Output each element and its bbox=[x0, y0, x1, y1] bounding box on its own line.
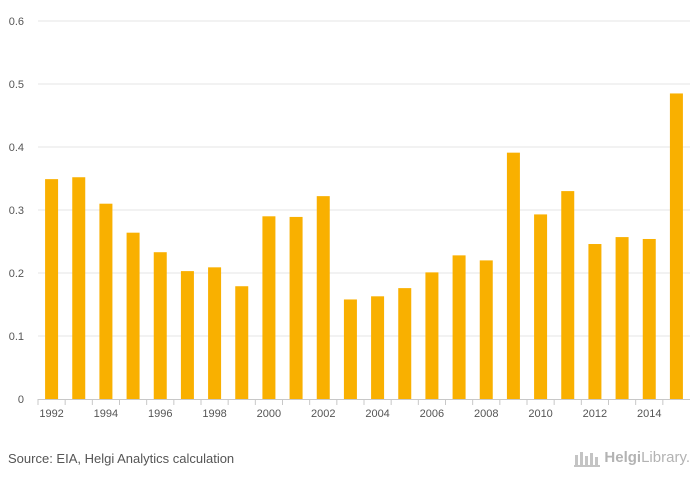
y-tick-label: 0.2 bbox=[9, 268, 24, 280]
bar-2007[interactable] bbox=[452, 255, 466, 399]
x-tick-label: 2002 bbox=[311, 408, 335, 420]
x-tick-label: 1996 bbox=[148, 408, 172, 420]
logo-text-rest: Library. bbox=[641, 448, 690, 466]
x-tick-label: 1992 bbox=[39, 408, 63, 420]
x-tick-label: 1994 bbox=[94, 408, 118, 420]
bar-2001[interactable] bbox=[289, 216, 303, 399]
bar-1997[interactable] bbox=[180, 271, 194, 399]
bar-1992[interactable] bbox=[45, 179, 59, 399]
x-tick-label: 2000 bbox=[257, 408, 281, 420]
x-tick-label: 2014 bbox=[637, 408, 661, 420]
bar-2009[interactable] bbox=[506, 152, 520, 399]
logo-text-main: Helgi bbox=[604, 448, 642, 466]
bar-2013[interactable] bbox=[615, 237, 629, 399]
x-tick-label: 2008 bbox=[474, 408, 498, 420]
source-note: Source: EIA, Helgi Analytics calculation bbox=[8, 451, 235, 466]
bar-chart: 0 0.1 0.2 0.3 0.4 0.5 0.6 1992 1994 1996 1998 2000… bbox=[9, 16, 690, 420]
y-tick-label: 0.3 bbox=[9, 205, 24, 217]
bar-2014[interactable] bbox=[642, 238, 656, 399]
x-axis-ticks: 1992 1994 1996 1998 2000 2002 2004 2006 2008 2010… bbox=[37, 399, 664, 420]
y-tick-label: 0.1 bbox=[9, 331, 24, 343]
y-tick-label: 0 bbox=[18, 394, 24, 406]
bar-1999[interactable] bbox=[235, 286, 249, 399]
bar-2012[interactable] bbox=[588, 244, 602, 399]
bar-2004[interactable] bbox=[371, 296, 385, 399]
helgi-library-logo: HelgiLibrary. bbox=[574, 447, 690, 467]
bar-1996[interactable] bbox=[153, 252, 167, 399]
bar-2003[interactable] bbox=[343, 299, 357, 399]
y-axis-ticks: 0 0.1 0.2 0.3 0.4 0.5 0.6 bbox=[9, 16, 24, 406]
bar-2002[interactable] bbox=[316, 196, 330, 399]
bar-2006[interactable] bbox=[425, 272, 439, 399]
bar-1995[interactable] bbox=[126, 232, 140, 399]
bar-2011[interactable] bbox=[561, 191, 575, 399]
bar-2010[interactable] bbox=[534, 214, 548, 399]
logo-text: HelgiLibrary. bbox=[604, 449, 690, 466]
bar-2005[interactable] bbox=[398, 288, 412, 399]
bar-2000[interactable] bbox=[262, 216, 276, 399]
bar-1998[interactable] bbox=[208, 267, 222, 399]
y-tick-label: 0.5 bbox=[9, 79, 24, 91]
library-icon bbox=[574, 452, 601, 467]
x-tick-label: 2006 bbox=[420, 408, 444, 420]
gridlines bbox=[38, 20, 690, 337]
bar-2015[interactable] bbox=[669, 93, 683, 399]
bar-1993[interactable] bbox=[72, 177, 86, 399]
x-tick-label: 2004 bbox=[365, 408, 389, 420]
y-tick-label: 0.6 bbox=[9, 16, 24, 28]
x-tick-label: 1998 bbox=[202, 408, 226, 420]
y-tick-label: 0.4 bbox=[9, 142, 24, 154]
bar-2008[interactable] bbox=[479, 260, 493, 399]
x-tick-label: 2010 bbox=[528, 408, 552, 420]
bars bbox=[45, 93, 683, 399]
bar-1994[interactable] bbox=[99, 203, 113, 399]
x-tick-label: 2012 bbox=[583, 408, 607, 420]
